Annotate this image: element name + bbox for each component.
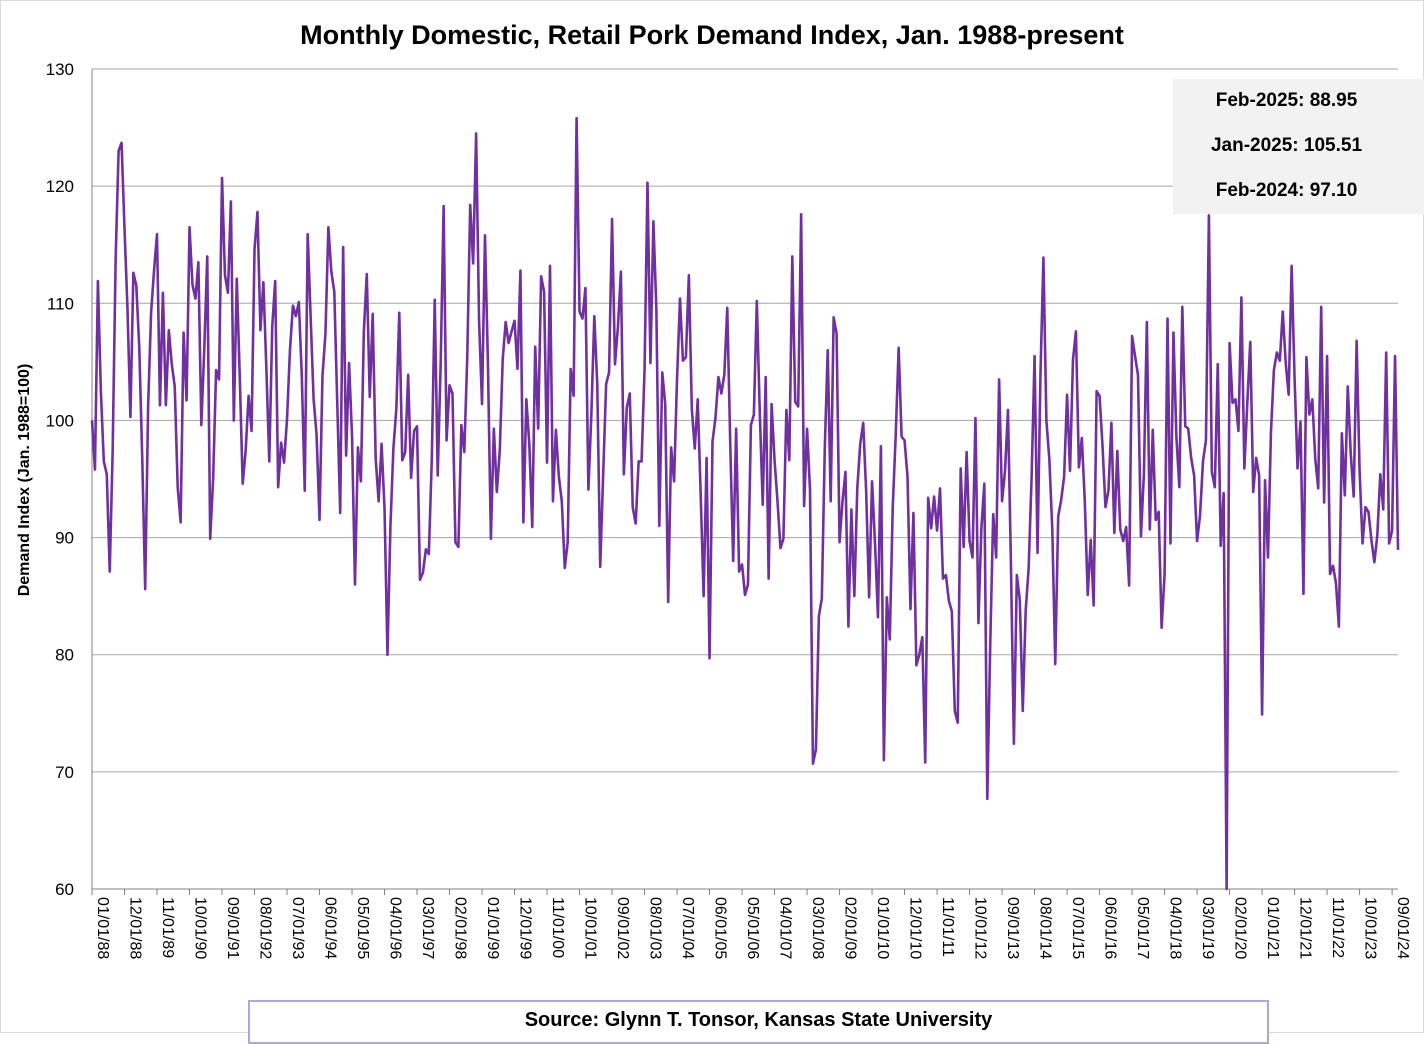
y-tick-label: 60: [55, 880, 74, 899]
x-tick-label: 04/01/96: [387, 897, 404, 959]
callout-row-1: Feb-2025: 88.95: [1173, 90, 1400, 112]
x-tick-label: 01/01/10: [874, 897, 891, 959]
x-tick-label: 09/01/91: [224, 897, 241, 959]
callout-value: 88.95: [1309, 90, 1358, 111]
x-tick-labels: 01/01/88 12/01/88 11/01/89 10/01/90 09/01/91…: [94, 897, 1411, 959]
x-tick-label: 10/01/23: [1362, 897, 1379, 959]
y-tick-label: 110: [47, 294, 74, 313]
callout-value: 105.51: [1303, 135, 1363, 156]
callout-box: Feb-2025: 88.95 Jan-2025: 105.51 Feb-202…: [1173, 79, 1424, 214]
y-tick-label: 80: [55, 646, 74, 665]
chart-title: Monthly Domestic, Retail Pork Demand Ind…: [300, 20, 1124, 50]
x-tick-label: 09/01/02: [614, 897, 631, 959]
x-tick-label: 06/01/16: [1102, 897, 1119, 959]
x-tick-label: 07/01/04: [679, 897, 696, 959]
x-tick-label: 10/01/01: [582, 897, 599, 959]
axes: [91, 69, 1398, 895]
callout-row-3: Feb-2024: 97.10: [1173, 180, 1400, 202]
x-tick-label: 08/01/92: [257, 897, 274, 959]
x-tick-label: 04/01/18: [1167, 897, 1184, 959]
y-tick-label: 100: [46, 411, 74, 430]
callout-label: Feb-2025:: [1215, 90, 1305, 111]
x-tick-label: 07/01/93: [289, 897, 306, 959]
source-box: Source: Glynn T. Tonsor, Kansas State Un…: [248, 1000, 1269, 1044]
x-tick-label: 12/01/88: [127, 897, 144, 959]
callout-value: 97.10: [1309, 180, 1358, 201]
x-tick-label: 11/01/89: [159, 897, 176, 958]
series-layer: [90, 116, 1400, 891]
x-tick-label: 02/01/98: [452, 897, 469, 959]
x-tick-label: 07/01/15: [1069, 897, 1086, 959]
x-tick-label: 05/01/95: [354, 897, 371, 959]
x-tick-label: 10/01/90: [192, 897, 209, 959]
x-tick-label: 01/01/88: [94, 897, 111, 959]
x-tick-label: 01/01/21: [1264, 897, 1281, 959]
x-tick-label: 05/01/06: [744, 897, 761, 959]
callout-row-2: Jan-2025: 105.51: [1173, 135, 1400, 157]
x-tick-label: 06/01/05: [712, 897, 729, 959]
y-tick-label: 120: [46, 177, 74, 196]
y-axis-title: Demand Index (Jan. 1988=100): [16, 364, 33, 597]
x-tick-label: 06/01/94: [322, 897, 339, 959]
x-tick-label: 05/01/17: [1134, 897, 1151, 959]
x-tick-label: 11/01/22: [1329, 897, 1346, 958]
x-tick-label: 10/01/12: [972, 897, 989, 959]
x-tick-label: 11/01/11: [939, 897, 956, 957]
x-tick-label: 04/01/07: [777, 897, 794, 959]
y-tick-label: 70: [55, 763, 74, 782]
y-tick-label: 90: [55, 529, 74, 548]
chart-plot-area: 60 70 80 90 100 110 120 130 01/01/88 12/01/88 11/…: [16, 60, 1411, 959]
x-tick-label: 12/01/21: [1297, 897, 1314, 959]
x-tick-label: 12/01/99: [517, 897, 534, 959]
callout-label: Feb-2024:: [1215, 180, 1305, 201]
y-tick-labels: 60 70 80 90 100 110 120 130: [46, 60, 74, 899]
x-tick-label: 11/01/00: [549, 897, 566, 958]
x-tick-label: 03/01/97: [419, 897, 436, 959]
x-tick-label: 02/01/20: [1232, 897, 1249, 959]
x-tick-label: 09/01/13: [1004, 897, 1021, 959]
x-tick-label: 03/01/08: [809, 897, 826, 959]
source-text: Source: Glynn T. Tonsor, Kansas State Un…: [524, 1009, 993, 1031]
x-tick-label: 08/01/03: [647, 897, 664, 959]
x-tick-label: 08/01/14: [1037, 897, 1054, 959]
y-tick-label: 130: [46, 60, 74, 79]
series-line-demand-index: [90, 116, 1400, 891]
x-tick-label: 02/01/09: [842, 897, 859, 959]
x-tick-label: 12/01/10: [907, 897, 924, 959]
callout-label: Jan-2025:: [1210, 135, 1299, 156]
x-tick-label: 03/01/19: [1199, 897, 1216, 959]
x-tick-label: 09/01/24: [1394, 897, 1411, 959]
x-tick-label: 01/01/99: [484, 897, 501, 959]
